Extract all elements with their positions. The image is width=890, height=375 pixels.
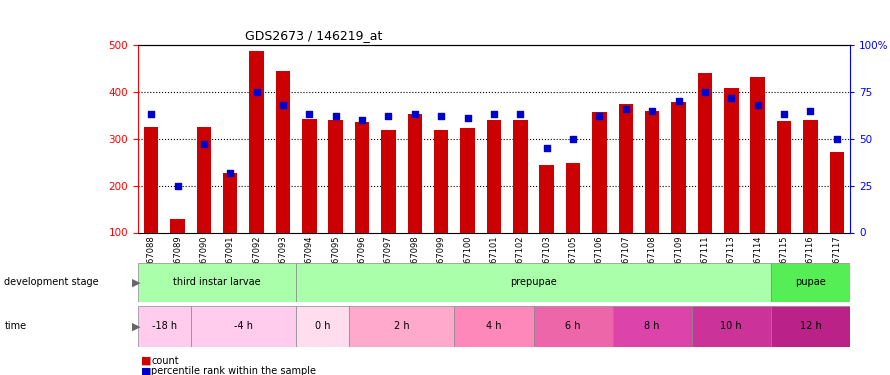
Bar [671, 102, 686, 232]
Text: ▶: ▶ [132, 277, 141, 287]
Text: -4 h: -4 h [234, 321, 253, 331]
Text: third instar larvae: third instar larvae [174, 277, 261, 287]
Point [671, 98, 685, 104]
Text: development stage: development stage [4, 277, 99, 287]
Bar [138, 306, 190, 347]
Text: pupae: pupae [795, 277, 826, 287]
Point [645, 108, 659, 114]
Bar [249, 51, 263, 232]
Bar [692, 306, 771, 347]
Bar [434, 130, 449, 232]
Bar [408, 114, 422, 232]
Point [434, 113, 449, 119]
Text: 10 h: 10 h [721, 321, 742, 331]
Point [619, 106, 633, 112]
Point [487, 111, 501, 117]
Bar [144, 127, 158, 232]
Bar [170, 219, 185, 232]
Bar [592, 112, 607, 232]
Bar [771, 262, 850, 302]
Bar [645, 111, 659, 232]
Point [355, 117, 369, 123]
Point [303, 111, 317, 117]
Bar [328, 120, 343, 232]
Bar [138, 262, 296, 302]
Point [514, 111, 528, 117]
Bar [381, 130, 396, 232]
Bar [533, 306, 612, 347]
Text: -18 h: -18 h [152, 321, 177, 331]
Text: 4 h: 4 h [486, 321, 502, 331]
Text: 0 h: 0 h [315, 321, 330, 331]
Bar [487, 120, 501, 232]
Point [698, 89, 712, 95]
Text: time: time [4, 321, 27, 331]
Bar [698, 73, 712, 232]
Bar [539, 165, 554, 232]
Bar [190, 306, 296, 347]
Point [249, 89, 263, 95]
Text: count: count [151, 356, 179, 366]
Bar [355, 122, 369, 232]
Bar [223, 172, 238, 232]
Point [170, 183, 184, 189]
Bar [724, 88, 739, 232]
Point [276, 102, 290, 108]
Text: ■: ■ [141, 356, 151, 366]
Bar [349, 306, 455, 347]
Bar [302, 119, 317, 232]
Text: ■: ■ [141, 366, 151, 375]
Text: 8 h: 8 h [644, 321, 659, 331]
Bar [566, 163, 580, 232]
Point [408, 111, 422, 117]
Point [750, 102, 765, 108]
Point [724, 94, 739, 100]
Text: percentile rank within the sample: percentile rank within the sample [151, 366, 316, 375]
Point [566, 136, 580, 142]
Point [381, 113, 395, 119]
Bar [197, 127, 211, 232]
Point [539, 145, 554, 151]
Point [777, 111, 791, 117]
Text: ▶: ▶ [132, 321, 141, 331]
Point [460, 115, 474, 121]
Bar [619, 104, 633, 232]
Point [223, 170, 238, 176]
Text: 6 h: 6 h [565, 321, 581, 331]
Text: 12 h: 12 h [799, 321, 821, 331]
Bar [612, 306, 692, 347]
Bar [803, 120, 818, 232]
Bar [829, 152, 844, 232]
Text: GDS2673 / 146219_at: GDS2673 / 146219_at [245, 30, 382, 42]
Text: 2 h: 2 h [394, 321, 409, 331]
Text: prepupae: prepupae [510, 277, 557, 287]
Bar [460, 128, 475, 232]
Point [328, 113, 343, 119]
Point [593, 113, 607, 119]
Bar [750, 77, 765, 232]
Bar [513, 120, 528, 232]
Bar [771, 306, 850, 347]
Bar [455, 306, 533, 347]
Point [197, 141, 211, 147]
Bar [296, 306, 349, 347]
Bar [296, 262, 771, 302]
Point [829, 136, 844, 142]
Bar [276, 71, 290, 232]
Bar [777, 121, 791, 232]
Point [144, 111, 158, 117]
Point [804, 108, 818, 114]
